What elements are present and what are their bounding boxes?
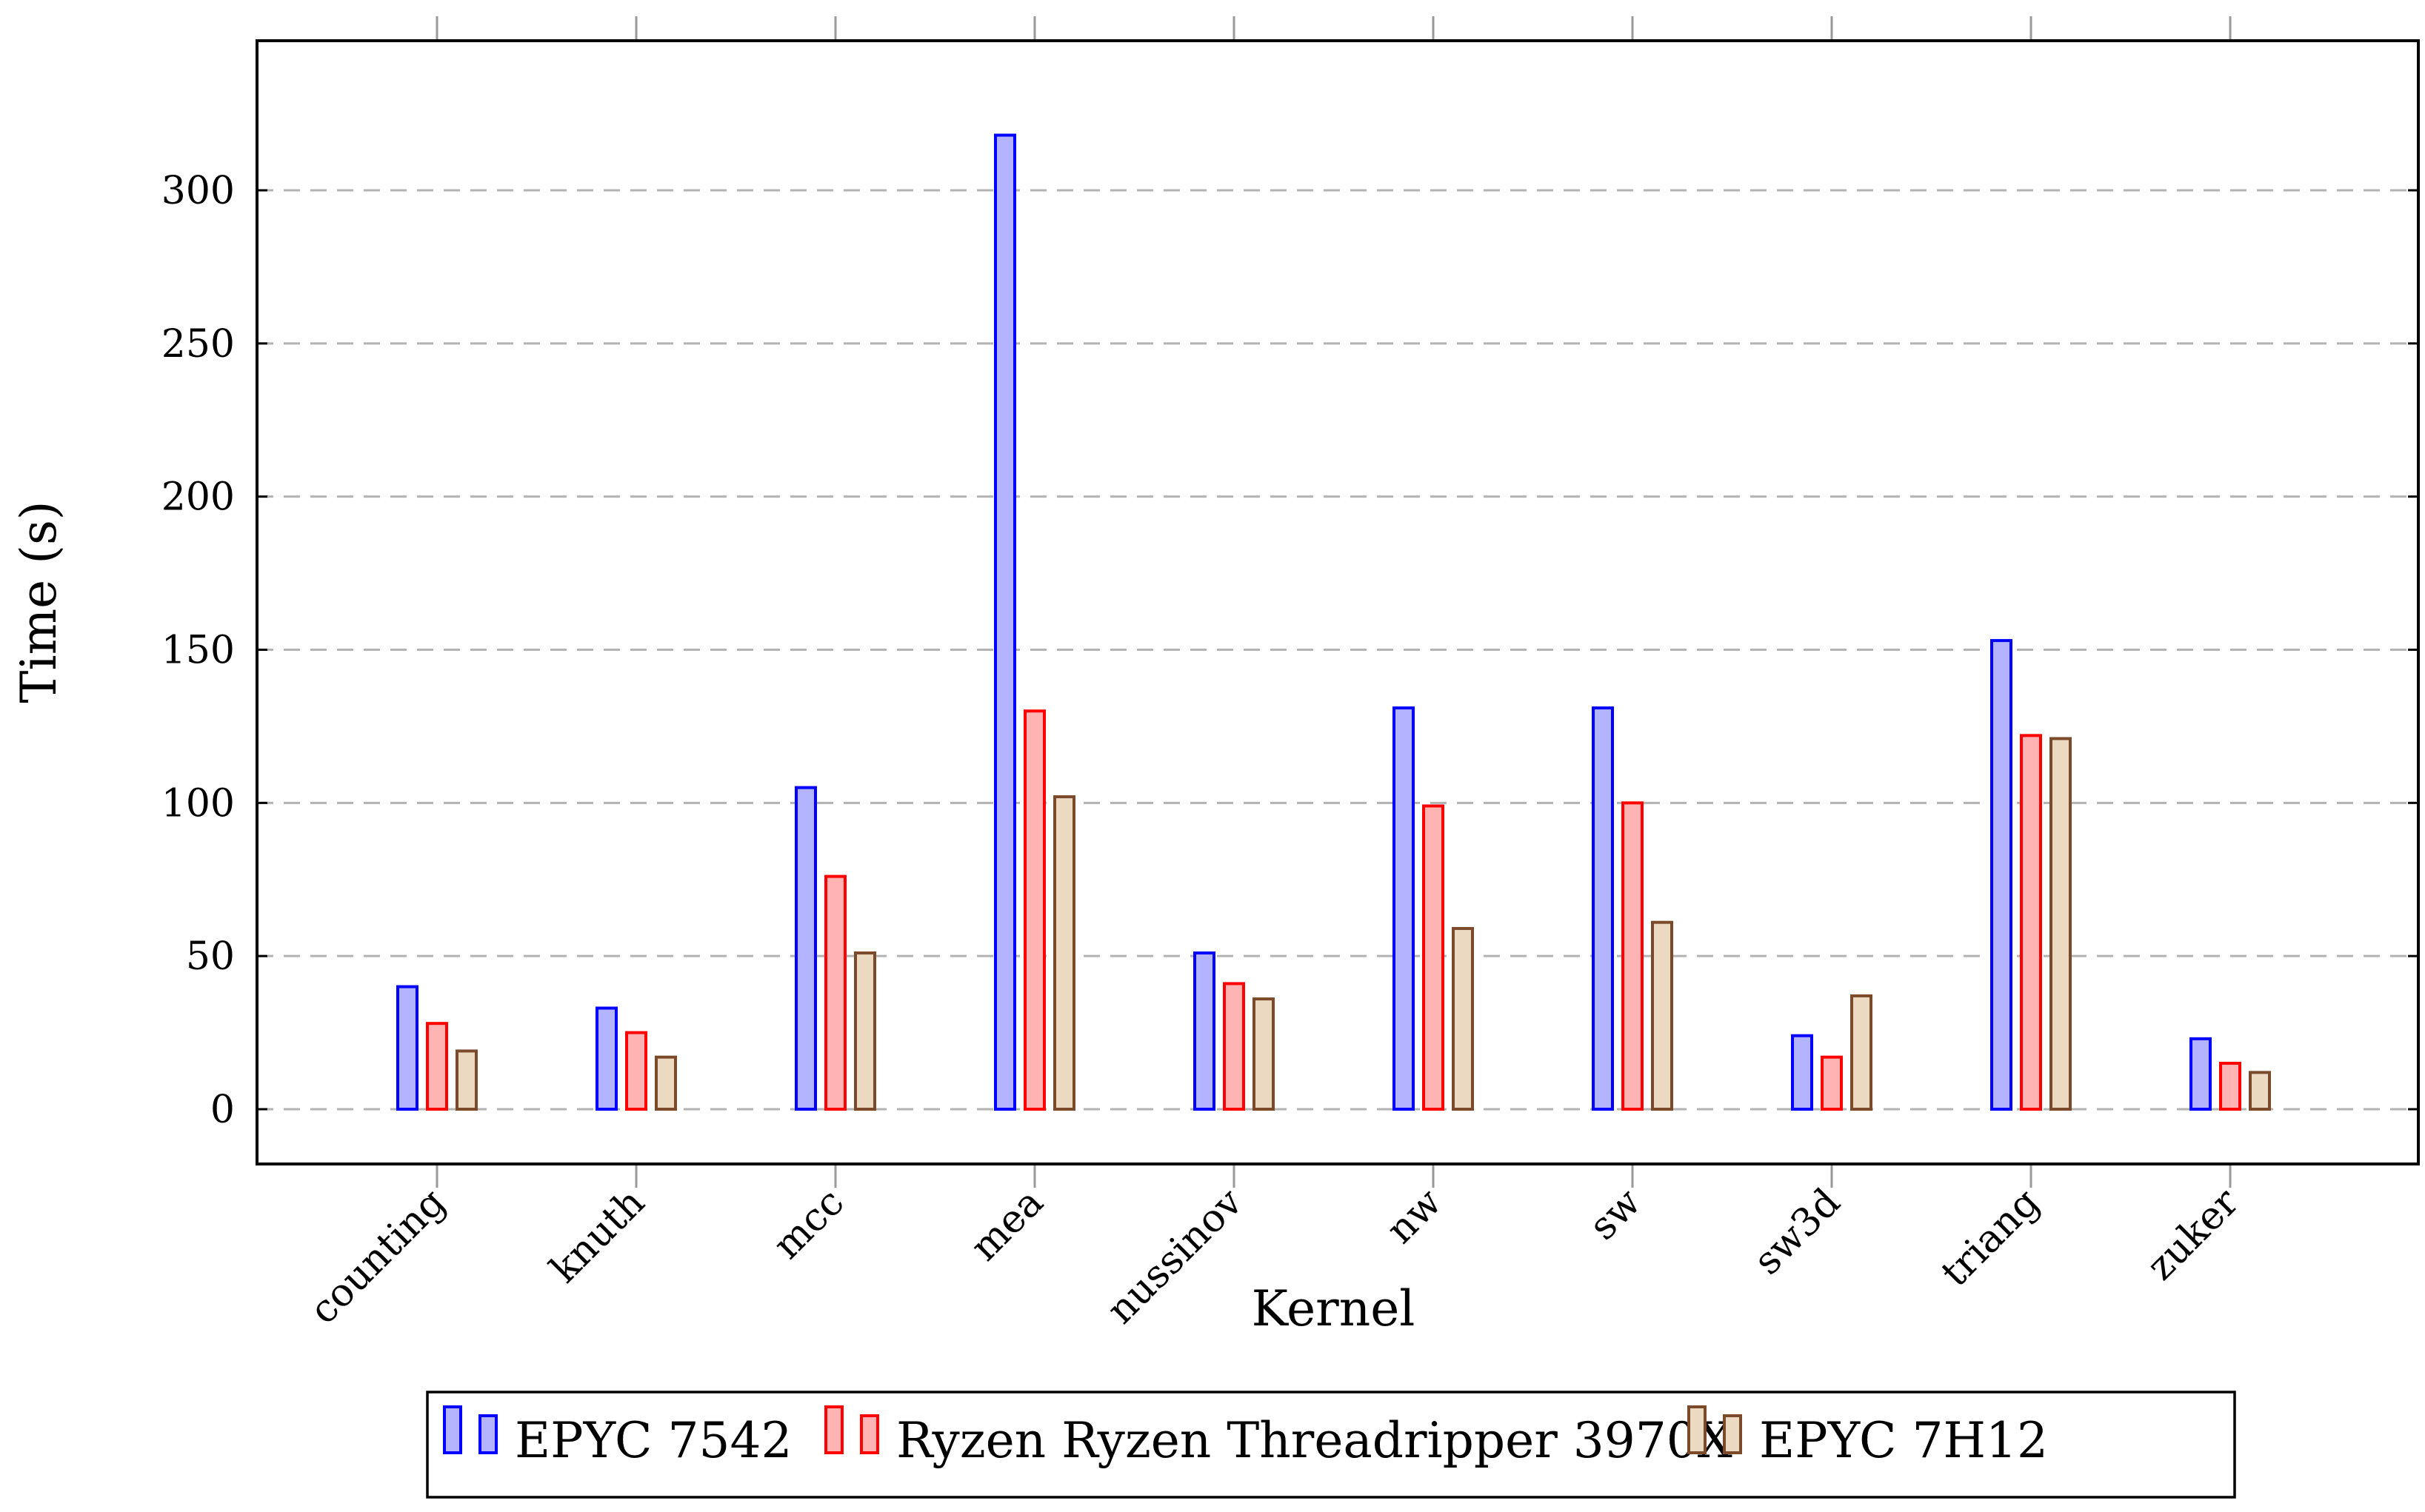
legend-swatch bbox=[1723, 1414, 1742, 1454]
bar bbox=[426, 1022, 448, 1111]
bar bbox=[1422, 804, 1444, 1111]
legend: EPYC 7542 Ryzen Ryzen Threadripper 3970X E… bbox=[426, 1391, 2236, 1499]
y-tick-label: 0 bbox=[210, 1088, 235, 1132]
x-tick-label: nussinov bbox=[1098, 1180, 1251, 1332]
bars bbox=[396, 133, 2271, 1111]
bar bbox=[1392, 706, 1415, 1111]
legend-label: Ryzen Ryzen Threadripper 3970X bbox=[896, 1412, 1732, 1469]
top-tick-marks bbox=[436, 16, 2232, 1188]
bar bbox=[396, 985, 418, 1111]
y-tick-labels: 0 50 100 150 200 250 300 bbox=[161, 169, 235, 1132]
legend-swatch bbox=[443, 1405, 462, 1454]
bar bbox=[655, 1055, 677, 1111]
legend-swatch bbox=[824, 1405, 844, 1454]
y-tick-label: 250 bbox=[161, 322, 235, 367]
x-tick-label: zuker bbox=[2138, 1180, 2247, 1289]
x-tick-label: sw bbox=[1581, 1180, 1650, 1249]
x-tick-label: counting bbox=[301, 1180, 454, 1333]
x-tick-label: mcc bbox=[765, 1180, 853, 1268]
bar bbox=[2219, 1061, 2241, 1111]
x-tick-label: knuth bbox=[542, 1180, 654, 1292]
y-tick-label: 100 bbox=[161, 781, 235, 826]
bar bbox=[2020, 734, 2042, 1111]
bar bbox=[625, 1031, 647, 1111]
bar bbox=[854, 951, 876, 1111]
bar bbox=[1821, 1055, 1843, 1111]
y-axis-label: Time (s) bbox=[10, 501, 67, 703]
y-tick-label: 150 bbox=[161, 629, 235, 673]
bar bbox=[1850, 994, 1872, 1111]
plot-area-frame bbox=[256, 39, 2420, 1165]
legend-label: EPYC 7H12 bbox=[1759, 1412, 2048, 1469]
x-tick-label: mea bbox=[962, 1180, 1052, 1270]
bar bbox=[1592, 706, 1614, 1111]
bar bbox=[456, 1049, 478, 1111]
bar bbox=[795, 786, 817, 1111]
bar bbox=[596, 1006, 618, 1111]
bar bbox=[994, 133, 1016, 1111]
bar bbox=[1252, 997, 1275, 1111]
bar bbox=[1990, 639, 2012, 1111]
legend-label: EPYC 7542 bbox=[515, 1412, 792, 1469]
bar bbox=[1452, 926, 1474, 1111]
y-tick-label: 50 bbox=[186, 934, 235, 979]
x-tick-label: nw bbox=[1378, 1180, 1451, 1253]
bar bbox=[1024, 709, 1046, 1111]
bar bbox=[1621, 801, 1644, 1111]
bar bbox=[824, 874, 847, 1111]
x-tick-label: sw3d bbox=[1745, 1180, 1849, 1284]
bar bbox=[2049, 737, 2072, 1111]
legend-swatch bbox=[1687, 1405, 1707, 1454]
bar bbox=[2249, 1071, 2271, 1111]
y-tick-label: 300 bbox=[161, 169, 235, 213]
bar bbox=[1223, 982, 1245, 1111]
legend-frame bbox=[426, 1391, 2236, 1499]
bar bbox=[1193, 951, 1215, 1111]
y-tick-label: 200 bbox=[161, 475, 235, 520]
grid-lines bbox=[257, 189, 2418, 1111]
bar bbox=[1791, 1034, 1813, 1111]
bar bbox=[1053, 795, 1075, 1111]
bar bbox=[1651, 920, 1673, 1111]
bar bbox=[2189, 1037, 2212, 1111]
x-axis-label: Kernel bbox=[1252, 1280, 1415, 1337]
legend-swatch bbox=[860, 1414, 879, 1454]
legend-swatch bbox=[478, 1414, 498, 1454]
x-tick-label: triang bbox=[1933, 1180, 2049, 1296]
